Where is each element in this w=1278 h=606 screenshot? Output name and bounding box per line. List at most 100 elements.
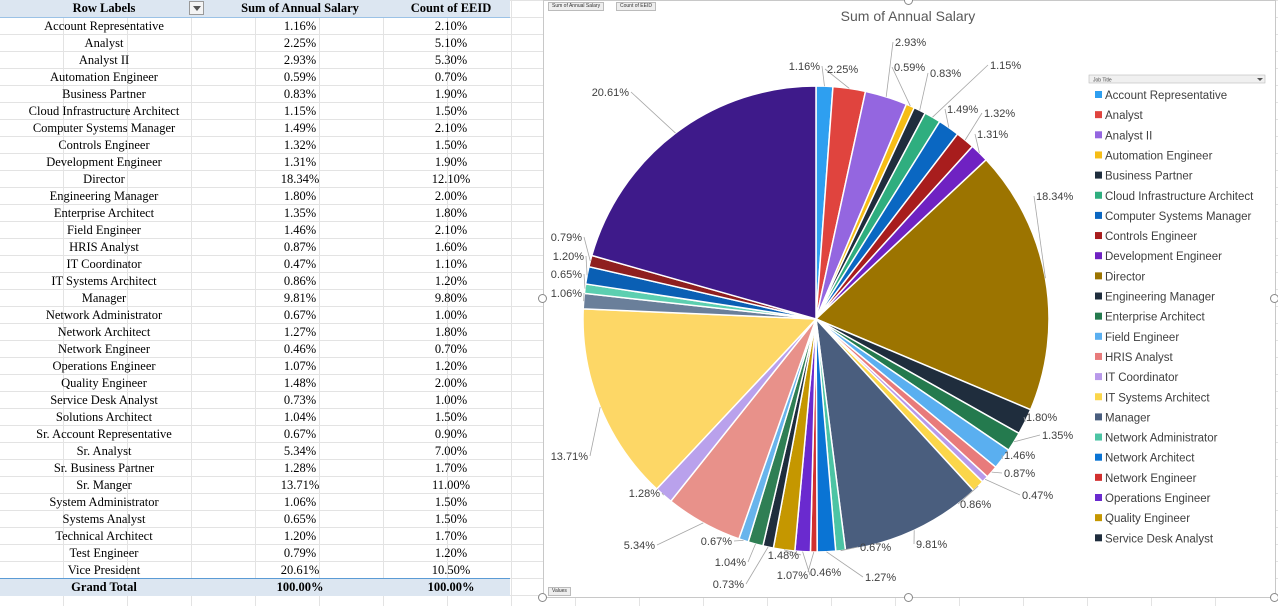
legend-entry[interactable]: Development Engineer — [1105, 251, 1222, 263]
legend-entry[interactable]: Account Representative — [1105, 90, 1227, 102]
salary-value[interactable]: 0.67% — [283, 308, 317, 322]
legend-entry[interactable]: Manager — [1105, 412, 1151, 424]
salary-value[interactable]: 1.20% — [283, 529, 317, 543]
salary-value[interactable]: 2.93% — [283, 53, 317, 67]
row-label[interactable]: Quality Engineer — [61, 376, 147, 390]
row-label[interactable]: Enterprise Architect — [53, 206, 155, 220]
resize-handle-right[interactable] — [1270, 294, 1278, 303]
row-label[interactable]: Cloud Infrastructure Architect — [28, 104, 180, 118]
salary-value[interactable]: 5.34% — [283, 444, 317, 458]
salary-value[interactable]: 13.71% — [280, 478, 320, 492]
row-label[interactable]: Grand Total — [71, 580, 137, 594]
pivot-row[interactable]: Sr. Analyst 5.34% 7.00% — [0, 443, 510, 460]
row-labels-filter-button[interactable] — [189, 1, 204, 15]
count-value[interactable]: 5.10% — [434, 36, 468, 50]
row-label[interactable]: Business Partner — [62, 87, 146, 101]
pivot-row[interactable]: System Administrator 1.06% 1.50% — [0, 494, 510, 511]
count-value[interactable]: 1.20% — [434, 546, 468, 560]
pivot-row[interactable]: Computer Systems Manager 1.49% 2.10% — [0, 120, 510, 137]
row-label[interactable]: Automation Engineer — [50, 70, 158, 84]
row-label[interactable]: IT Systems Architect — [51, 274, 157, 288]
count-value[interactable]: 1.80% — [434, 206, 468, 220]
row-label[interactable]: Sr. Account Representative — [36, 427, 172, 441]
count-value[interactable]: Count of EEID — [410, 1, 492, 15]
legend-entry[interactable]: Automation Engineer — [1105, 150, 1213, 162]
row-label[interactable]: Sr. Manger — [76, 478, 132, 492]
resize-handle-left[interactable] — [538, 294, 547, 303]
field-button-salary[interactable]: Sum of Annual Salary — [548, 2, 605, 11]
count-value[interactable]: 1.80% — [434, 325, 468, 339]
pivot-row[interactable]: Cloud Infrastructure Architect 1.15% 1.50% — [0, 103, 510, 120]
salary-value[interactable]: 1.15% — [283, 104, 317, 118]
row-label[interactable]: Operations Engineer — [52, 359, 156, 373]
row-label[interactable]: Network Architect — [57, 325, 151, 339]
row-label[interactable]: Analyst II — [78, 53, 130, 67]
salary-value[interactable]: 0.59% — [283, 70, 317, 84]
pivot-row[interactable]: Network Engineer 0.46% 0.70% — [0, 341, 510, 358]
salary-value[interactable]: 0.79% — [283, 546, 317, 560]
count-value[interactable]: 2.10% — [434, 223, 468, 237]
salary-value[interactable]: 1.27% — [283, 325, 317, 339]
count-value[interactable]: 100.00% — [427, 580, 475, 594]
count-value[interactable]: 7.00% — [434, 444, 468, 458]
pivot-row[interactable]: Systems Analyst 0.65% 1.50% — [0, 511, 510, 528]
row-label[interactable]: Vice President — [67, 563, 141, 577]
count-value[interactable]: 5.30% — [434, 53, 468, 67]
row-label[interactable]: Engineering Manager — [49, 189, 159, 203]
salary-value[interactable]: 1.46% — [283, 223, 317, 237]
row-label[interactable]: Controls Engineer — [58, 138, 150, 152]
salary-value[interactable]: 0.46% — [283, 342, 317, 356]
row-label[interactable]: IT Coordinator — [66, 257, 142, 271]
count-value[interactable]: 1.50% — [434, 495, 468, 509]
resize-handle-bottom-right[interactable] — [1270, 593, 1278, 602]
pivot-row[interactable]: Engineering Manager 1.80% 2.00% — [0, 188, 510, 205]
legend-entry[interactable]: Network Architect — [1105, 453, 1195, 465]
salary-value[interactable]: 1.49% — [283, 121, 317, 135]
salary-value[interactable]: 0.47% — [283, 257, 317, 271]
pivot-row[interactable]: Operations Engineer 1.07% 1.20% — [0, 358, 510, 375]
row-label[interactable]: Sr. Analyst — [76, 444, 132, 458]
count-value[interactable]: 1.60% — [434, 240, 468, 254]
row-label[interactable]: Analyst — [84, 36, 124, 50]
legend-entry[interactable]: Analyst — [1105, 110, 1144, 122]
count-value[interactable]: 1.20% — [434, 359, 468, 373]
pivot-row[interactable]: Technical Architect 1.20% 1.70% — [0, 528, 510, 545]
legend-entry[interactable]: IT Systems Architect — [1105, 392, 1210, 404]
field-button-count[interactable]: Count of EEID — [616, 2, 656, 11]
count-value[interactable]: 1.50% — [434, 512, 468, 526]
salary-value[interactable]: 0.73% — [283, 393, 317, 407]
salary-value[interactable]: 18.34% — [280, 172, 320, 186]
count-value[interactable]: 11.00% — [431, 478, 471, 492]
salary-value[interactable]: 0.87% — [283, 240, 317, 254]
pivot-row[interactable]: Sr. Account Representative 0.67% 0.90% — [0, 426, 510, 443]
pie-chart[interactable]: Sum of Annual Salary Count of EEID Value… — [543, 0, 1276, 598]
legend-entry[interactable]: Field Engineer — [1105, 332, 1179, 344]
row-label[interactable]: Director — [83, 172, 125, 186]
pivot-row[interactable]: Automation Engineer 0.59% 0.70% — [0, 69, 510, 86]
legend-entry[interactable]: Network Engineer — [1105, 473, 1197, 485]
salary-value[interactable]: 1.48% — [283, 376, 317, 390]
count-value[interactable]: 0.70% — [434, 342, 468, 356]
pivot-row[interactable]: Manager 9.81% 9.80% — [0, 290, 510, 307]
pivot-header-row[interactable]: Row Labels Sum of Annual Salary Count of E… — [0, 0, 510, 18]
legend-entry[interactable]: Controls Engineer — [1105, 231, 1197, 243]
pivot-row[interactable]: Enterprise Architect 1.35% 1.80% — [0, 205, 510, 222]
count-value[interactable]: 0.90% — [434, 427, 468, 441]
pivot-row[interactable]: Service Desk Analyst 0.73% 1.00% — [0, 392, 510, 409]
legend-entry[interactable]: Engineering Manager — [1105, 292, 1215, 304]
resize-handle-bottom[interactable] — [904, 593, 913, 602]
count-value[interactable]: 1.00% — [434, 393, 468, 407]
legend-entry[interactable]: IT Coordinator — [1105, 372, 1178, 384]
pivot-row[interactable]: IT Coordinator 0.47% 1.10% — [0, 256, 510, 273]
count-value[interactable]: 1.50% — [434, 138, 468, 152]
legend-entry[interactable]: HRIS Analyst — [1105, 352, 1174, 364]
salary-value[interactable]: Sum of Annual Salary — [241, 1, 359, 15]
salary-value[interactable]: 0.67% — [283, 427, 317, 441]
count-value[interactable]: 1.50% — [434, 104, 468, 118]
pivot-row[interactable]: Sr. Manger 13.71% 11.00% — [0, 477, 510, 494]
pivot-row[interactable]: Solutions Architect 1.04% 1.50% — [0, 409, 510, 426]
salary-value[interactable]: 0.86% — [283, 274, 317, 288]
salary-value[interactable]: 1.31% — [283, 155, 317, 169]
legend-entry[interactable]: Enterprise Architect — [1105, 312, 1206, 324]
row-label[interactable]: System Administrator — [49, 495, 159, 509]
